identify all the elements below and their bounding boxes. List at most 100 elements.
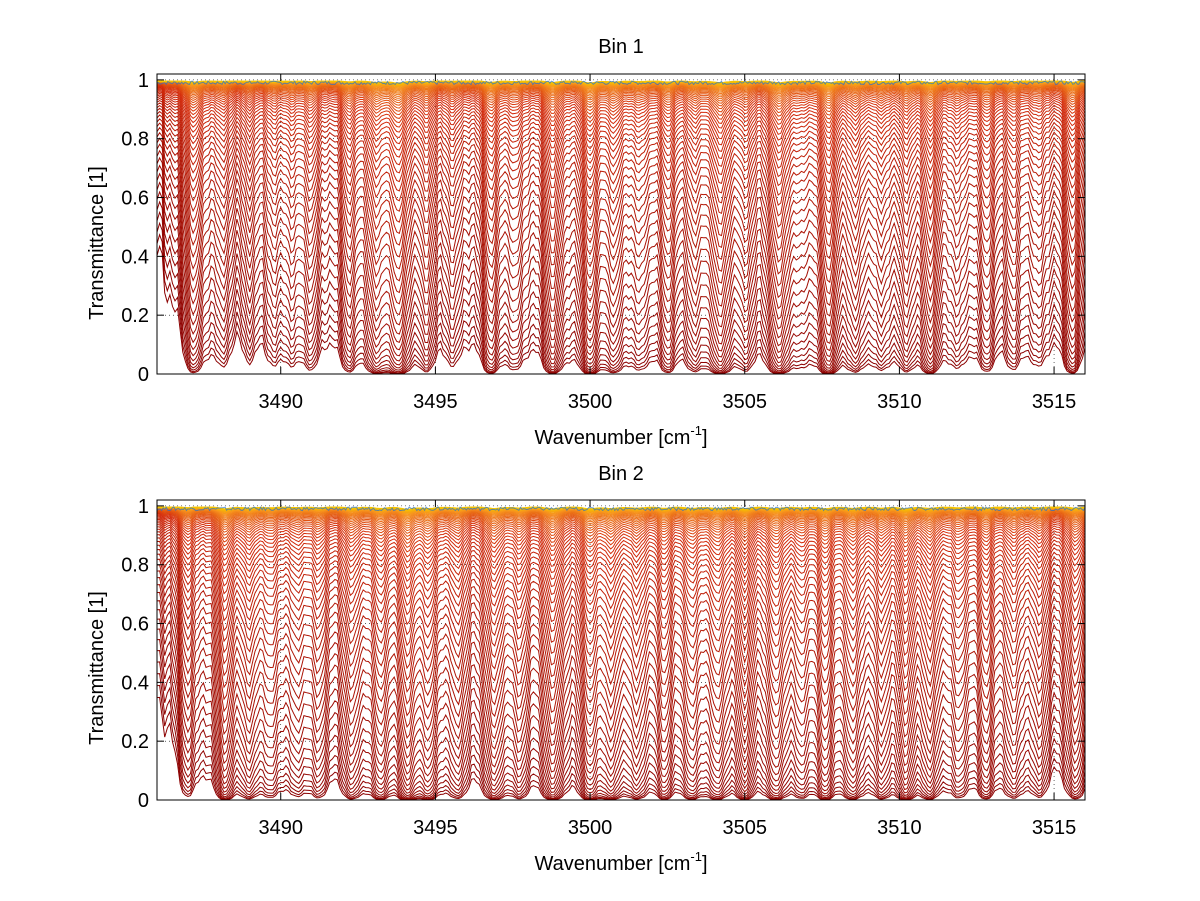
transmittance-curve — [156, 85, 1086, 134]
y-tick-label: 1 — [138, 496, 149, 518]
transmittance-curve — [157, 506, 1086, 517]
transmittance-curve — [156, 564, 1086, 750]
transmittance-curve — [157, 507, 1086, 520]
transmittance-curve — [156, 126, 1086, 317]
transmittance-curve — [157, 511, 1086, 549]
transmittance-curve — [156, 181, 1086, 369]
transmittance-curve — [156, 531, 1086, 658]
axes-box — [156, 499, 1086, 801]
transmittance-curve — [156, 80, 1086, 94]
transmittance-curve — [157, 508, 1086, 529]
x-tick-label: 3510 — [877, 391, 922, 413]
transmittance-curve — [157, 520, 1086, 607]
transmittance-curve — [156, 600, 1086, 787]
transmittance-curve — [156, 537, 1086, 682]
x-axis-ticks: 3490 3495 3500 3505 3510 3515 — [258, 74, 1076, 413]
x-tick-label: 3490 — [258, 817, 303, 839]
transmittance-curve — [157, 513, 1086, 563]
transmittance-curve — [156, 84, 1086, 124]
transmittance-curve — [156, 591, 1086, 782]
transmittance-curve — [157, 508, 1086, 527]
transmittance-curve — [156, 553, 1086, 729]
transmittance-curve — [156, 91, 1086, 175]
transmittance-curve — [156, 81, 1086, 104]
transmittance-curve — [156, 517, 1086, 590]
transmittance-curve — [156, 104, 1086, 248]
x-axis-label: Wavenumber [cm-1] — [534, 849, 707, 875]
transmittance-curve — [156, 584, 1086, 775]
x-tick-label: 3505 — [722, 391, 767, 413]
transmittance-curve — [156, 100, 1086, 225]
transmittance-curve — [156, 221, 1086, 374]
transmittance-curve — [156, 661, 1086, 800]
x-tick-label: 3495 — [413, 391, 458, 413]
transmittance-curve — [156, 143, 1086, 345]
transmittance-curve — [156, 118, 1086, 295]
transmittance-curve — [156, 528, 1086, 647]
transmittance-curve — [157, 507, 1086, 523]
transmittance-curve — [157, 80, 1086, 92]
transmittance-curve — [156, 684, 1086, 801]
transmittance-curve — [157, 509, 1086, 534]
transmittance-curve — [156, 210, 1086, 374]
transmittance-curve — [156, 673, 1086, 801]
transmittance-curve — [156, 82, 1086, 109]
transmittance-curve — [156, 576, 1086, 768]
transmittance-curve — [156, 609, 1086, 791]
transmittance-curve — [156, 131, 1086, 327]
transmittance-curve — [156, 83, 1086, 116]
axes-box — [156, 73, 1086, 375]
transmittance-curve — [156, 137, 1086, 336]
transmittance-curve — [156, 97, 1086, 214]
transmittance-curve — [156, 548, 1086, 717]
y-axis-ticks: 0 0.2 0.4 0.6 0.8 1 — [121, 70, 1085, 386]
y-tick-label: 0.2 — [121, 305, 149, 327]
y-axis-label: Transmittance [1] — [86, 591, 108, 745]
transmittance-curve — [157, 510, 1086, 545]
y-tick-label: 0 — [138, 790, 149, 812]
transmittance-curve — [157, 508, 1086, 532]
y-tick-label: 0.8 — [121, 129, 149, 151]
x-tick-label: 3490 — [258, 391, 303, 413]
transmittance-curve — [156, 94, 1086, 193]
transmittance-curve — [156, 83, 1086, 120]
y-tick-label: 0.4 — [121, 672, 149, 694]
transmittance-curve — [157, 512, 1086, 558]
transmittance-curve — [157, 544, 1086, 705]
transmittance-curve — [157, 507, 1086, 521]
transmittance-curve — [156, 618, 1086, 794]
y-axis-ticks: 0 0.2 0.4 0.6 0.8 1 — [121, 496, 1085, 812]
transmittance-curve — [157, 507, 1086, 525]
x-tick-label: 3515 — [1032, 817, 1077, 839]
transmittance-curve — [156, 81, 1086, 100]
transmittance-curve — [156, 628, 1086, 797]
transmittance-curve — [156, 122, 1086, 307]
x-axis-label: Wavenumber [cm-1] — [534, 423, 707, 449]
chart-panel-bin-1: 3490 3495 3500 3505 3510 3515 00.20.40.60.81 … — [86, 36, 1086, 449]
x-tick-label: 3495 — [413, 817, 458, 839]
transmittance-curves — [156, 505, 1086, 801]
x-tick-label: 3510 — [877, 817, 922, 839]
transmittance-curve — [156, 81, 1086, 102]
transmittance-curve — [157, 511, 1086, 553]
y-tick-label: 0.8 — [121, 555, 149, 577]
transmittance-curve — [156, 558, 1086, 740]
x-axis-ticks: 3490 3495 3500 3505 3510 3515 — [258, 500, 1076, 839]
transmittance-curve — [156, 156, 1086, 358]
transmittance-curve — [156, 172, 1086, 366]
transmittance-curve — [156, 522, 1086, 616]
x-tick-label: 3500 — [568, 391, 613, 413]
transmittance-curve — [157, 80, 1086, 93]
transmittance-curve — [156, 90, 1086, 167]
transmittance-curve — [156, 82, 1086, 107]
y-tick-label: 0.6 — [121, 188, 149, 210]
transmittance-curves — [156, 80, 1086, 375]
x-tick-label: 3500 — [568, 817, 613, 839]
transmittance-curve — [156, 518, 1086, 598]
y-axis-label: Transmittance [1] — [86, 166, 108, 320]
transmittance-curve — [157, 510, 1086, 541]
transmittance-curve — [156, 200, 1086, 373]
transmittance-curve — [156, 102, 1086, 236]
transmittance-curve — [157, 516, 1086, 583]
